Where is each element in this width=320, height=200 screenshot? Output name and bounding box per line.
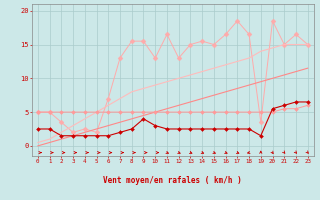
X-axis label: Vent moyen/en rafales ( km/h ): Vent moyen/en rafales ( km/h ) [103, 176, 242, 185]
